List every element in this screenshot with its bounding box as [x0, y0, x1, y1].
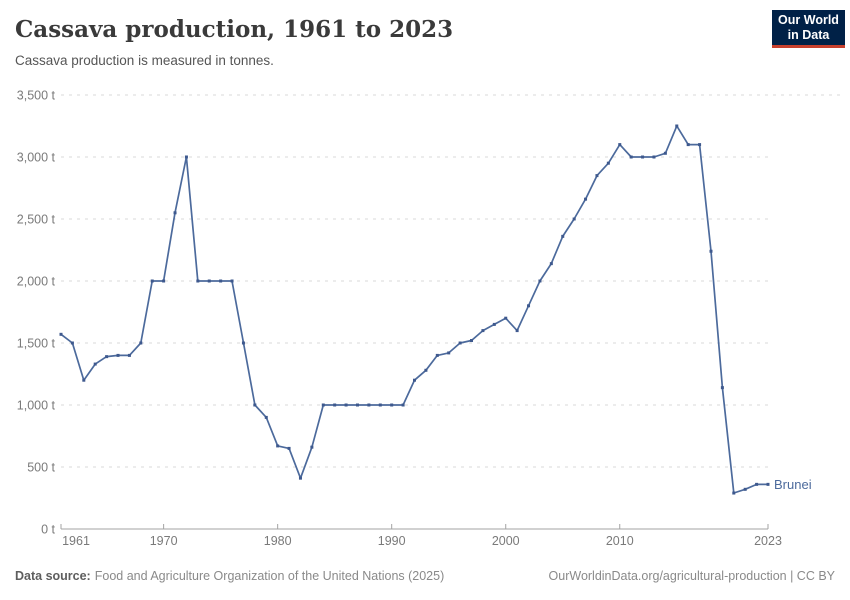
data-point[interactable] [435, 353, 439, 357]
data-point[interactable] [743, 487, 747, 491]
data-point[interactable] [93, 362, 97, 366]
data-point[interactable] [549, 262, 553, 266]
data-point[interactable] [538, 279, 542, 283]
y-axis-tick-label: 500 t [27, 461, 55, 475]
data-point[interactable] [82, 378, 86, 382]
data-point[interactable] [298, 476, 302, 480]
data-point[interactable] [492, 322, 496, 326]
data-point[interactable] [207, 279, 211, 283]
data-point[interactable] [424, 368, 428, 372]
y-axis-tick-label: 1,500 t [17, 337, 56, 351]
data-point[interactable] [481, 329, 485, 333]
owid-url-license-link[interactable]: OurWorldinData.org/agricultural-producti… [548, 569, 835, 583]
data-point[interactable] [663, 151, 667, 155]
data-point[interactable] [139, 341, 143, 345]
data-point[interactable] [595, 174, 599, 178]
y-axis-tick-label: 2,500 t [17, 213, 56, 227]
data-point[interactable] [458, 341, 462, 345]
line-chart-svg: 0 t 500 t 1,000 t 1,500 t 2,000 t 2,500 t 3,00… [17, 89, 843, 548]
data-point[interactable] [355, 403, 359, 407]
data-point[interactable] [470, 339, 474, 343]
data-point[interactable] [321, 403, 325, 407]
data-point[interactable] [116, 353, 120, 357]
data-point[interactable] [287, 446, 291, 450]
data-point[interactable] [720, 386, 724, 390]
data-point[interactable] [162, 279, 166, 283]
x-axis-tick-label: 2000 [492, 534, 520, 548]
data-point[interactable] [196, 279, 200, 283]
data-point[interactable] [184, 155, 188, 159]
data-point[interactable] [413, 378, 416, 382]
data-point[interactable] [59, 332, 63, 336]
data-point[interactable] [766, 482, 770, 486]
data-point[interactable] [150, 279, 154, 283]
data-point[interactable] [344, 403, 348, 407]
data-point[interactable] [698, 143, 702, 147]
data-point[interactable] [173, 211, 177, 215]
series-label-brunei[interactable]: Brunei [774, 477, 812, 492]
y-axis-tick-label: 1,000 t [17, 399, 56, 413]
data-point[interactable] [230, 279, 234, 283]
owid-logo[interactable]: Our World in Data [772, 10, 845, 48]
data-point[interactable] [333, 403, 337, 407]
data-point[interactable] [253, 403, 257, 407]
data-point[interactable] [572, 217, 576, 221]
chart-footer: Data source: Food and Agriculture Organiz… [15, 569, 835, 583]
data-source-note: Data source: Food and Agriculture Organiz… [15, 569, 444, 583]
page-title: Cassava production, 1961 to 2023 [15, 16, 454, 43]
data-point[interactable] [390, 403, 394, 407]
data-point[interactable] [629, 155, 633, 159]
data-point[interactable] [584, 197, 588, 201]
data-point[interactable] [310, 445, 314, 449]
data-point[interactable] [675, 124, 679, 128]
owid-logo-line2: in Data [787, 27, 830, 42]
data-point[interactable] [709, 249, 713, 253]
y-axis-tick-label: 0 t [41, 523, 55, 537]
data-point[interactable] [241, 341, 245, 345]
data-point[interactable] [127, 353, 131, 357]
data-point[interactable] [618, 143, 622, 147]
chart-subtitle: Cassava production is measured in tonnes… [15, 53, 274, 68]
x-axis-tick-label: 1970 [150, 534, 178, 548]
y-axis-tick-label: 3,500 t [17, 89, 56, 103]
data-point[interactable] [561, 234, 565, 238]
x-axis-tick-label: 1980 [264, 534, 292, 548]
data-point[interactable] [105, 355, 109, 359]
data-point[interactable] [686, 143, 690, 147]
data-point[interactable] [755, 482, 759, 486]
data-source-label: Data source: [15, 569, 91, 583]
data-point[interactable] [219, 279, 223, 283]
owid-logo-line1: Our World [778, 12, 839, 27]
data-point[interactable] [276, 444, 280, 448]
data-point[interactable] [641, 155, 645, 159]
data-point[interactable] [504, 316, 508, 320]
y-axis-tick-label: 3,000 t [17, 151, 56, 165]
y-axis-tick-label: 2,000 t [17, 275, 56, 289]
data-point[interactable] [264, 415, 268, 419]
data-source-text: Food and Agriculture Organization of the… [94, 569, 445, 583]
x-axis-tick-label: 1961 [62, 534, 90, 548]
data-point[interactable] [401, 403, 405, 407]
chart-canvas: 0 t 500 t 1,000 t 1,500 t 2,000 t 2,500 t 3,00… [0, 85, 850, 565]
data-point[interactable] [732, 491, 736, 495]
data-point[interactable] [652, 155, 656, 159]
data-point[interactable] [527, 304, 531, 308]
x-axis-tick-label: 2010 [606, 534, 634, 548]
data-point[interactable] [606, 161, 610, 165]
data-point[interactable] [70, 341, 74, 345]
x-axis-tick-label: 2023 [754, 534, 782, 548]
data-point[interactable] [367, 403, 371, 407]
brunei-line-series[interactable] [60, 125, 769, 494]
x-axis-tick-label: 1990 [378, 534, 406, 548]
data-point[interactable] [378, 403, 382, 407]
data-point[interactable] [515, 329, 519, 333]
data-point[interactable] [447, 351, 451, 355]
